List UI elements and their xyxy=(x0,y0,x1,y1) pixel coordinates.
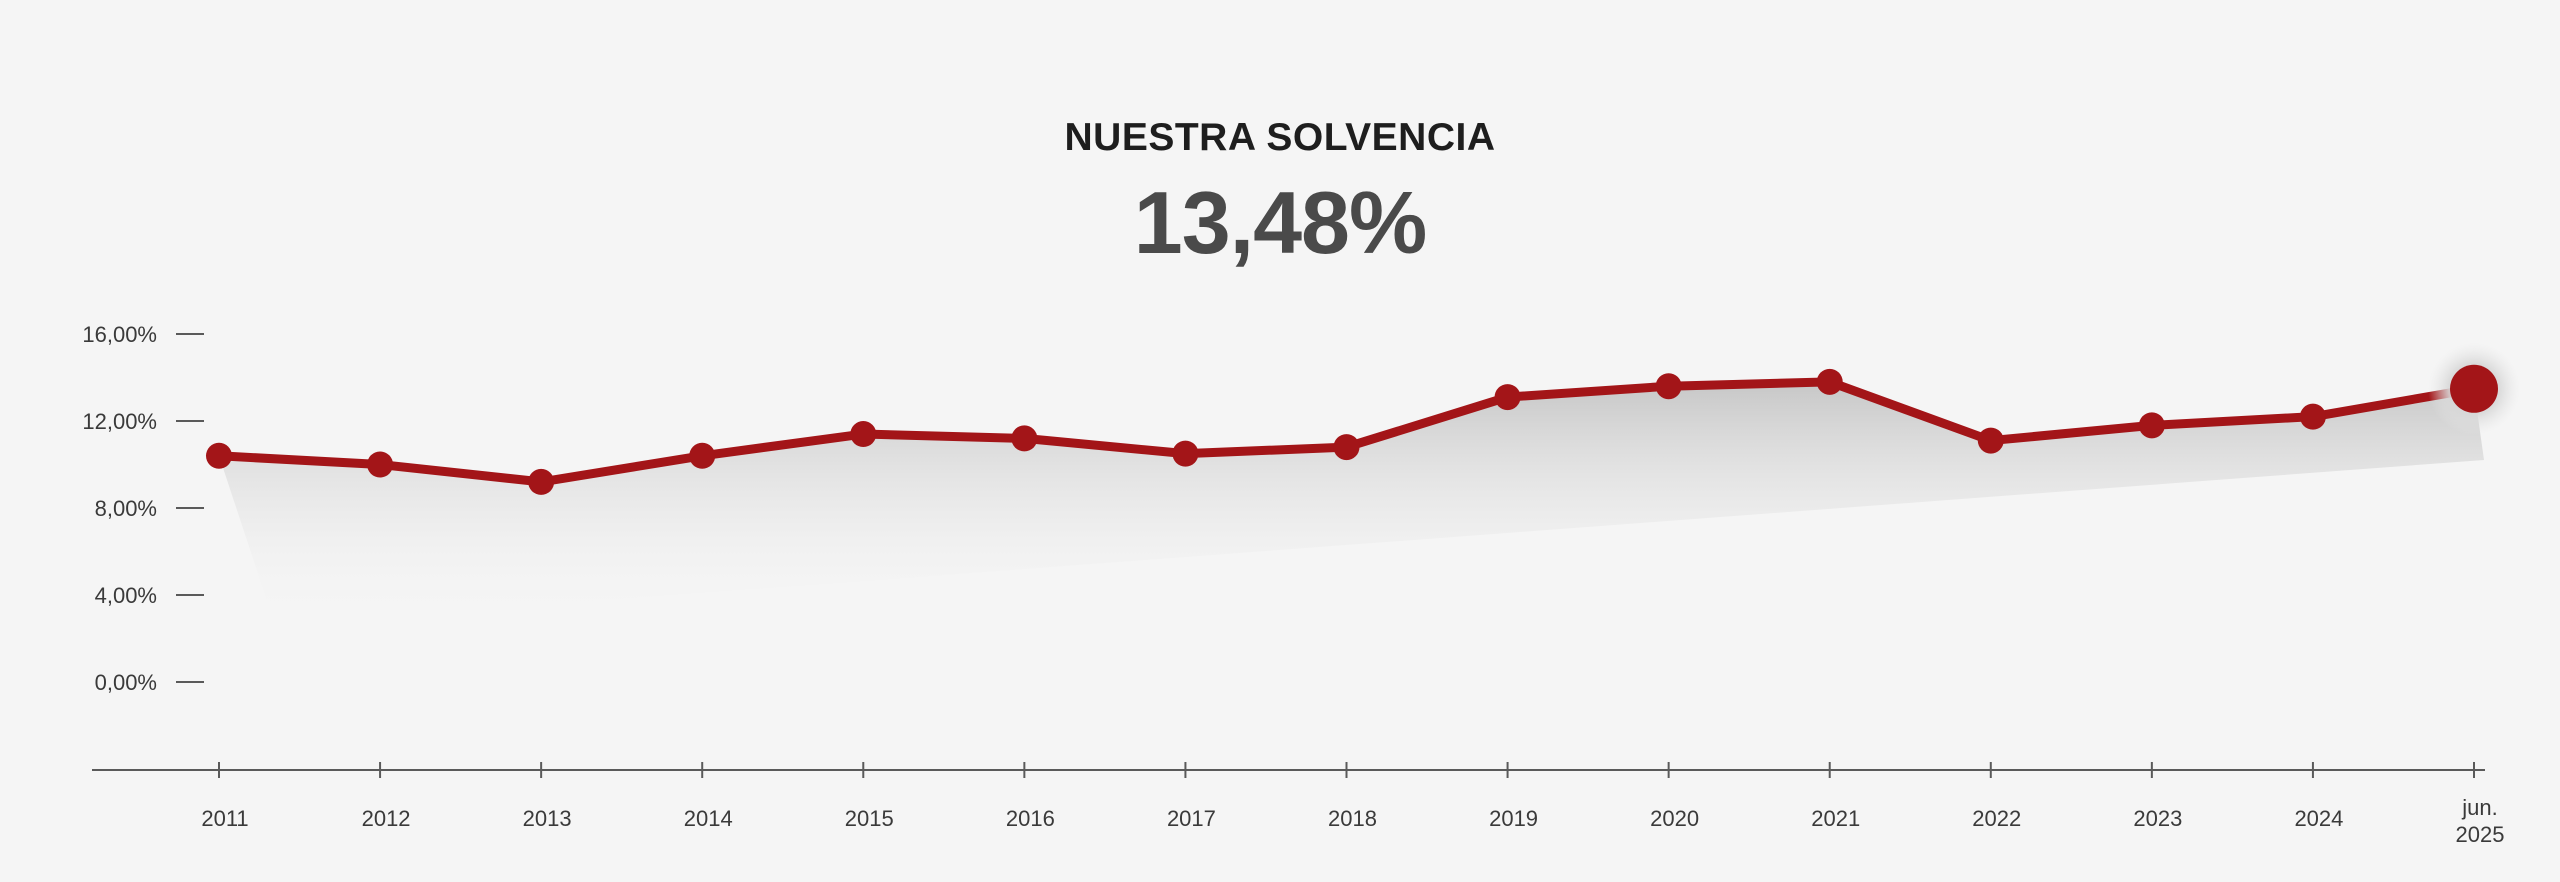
x-tick-label: 2015 xyxy=(845,806,894,831)
x-tick-label: 2012 xyxy=(362,806,411,831)
headline-value: 13,48% xyxy=(1133,173,1427,272)
x-tick-label: jun. 2025 xyxy=(2456,795,2505,847)
y-tick-label: 4,00% xyxy=(95,583,157,608)
x-tick-label: 2014 xyxy=(684,806,733,831)
x-tick-label: 2021 xyxy=(1811,806,1860,831)
x-tick-label: 2019 xyxy=(1489,806,1538,831)
data-point xyxy=(1011,425,1038,452)
x-tick-label: 2011 xyxy=(201,806,248,831)
chart-title: NUESTRA SOLVENCIA xyxy=(1064,116,1496,159)
y-axis: 0,00% 4,00% 8,00% 12,00% 16,00% xyxy=(82,322,204,695)
x-tick-label: 2020 xyxy=(1650,806,1699,831)
data-point xyxy=(1655,373,1682,400)
data-point xyxy=(1333,434,1360,461)
data-point xyxy=(1977,427,2004,454)
data-points xyxy=(206,342,2520,495)
data-point xyxy=(367,451,394,478)
area-fill xyxy=(219,381,2484,625)
y-tick-label: 12,00% xyxy=(82,409,157,434)
x-tick-label: 2018 xyxy=(1328,806,1377,831)
x-tick-label: 2024 xyxy=(2294,806,2343,831)
x-tick-label: 2023 xyxy=(2133,806,2182,831)
x-tick-label: 2016 xyxy=(1006,806,1055,831)
x-tick-label: 2017 xyxy=(1167,806,1216,831)
data-point xyxy=(1494,384,1521,411)
y-tick-label: 8,00% xyxy=(95,496,157,521)
x-tick-label: 2022 xyxy=(1972,806,2021,831)
data-point xyxy=(1816,368,1843,395)
highlight-point xyxy=(2450,364,2498,413)
y-tick-label: 0,00% xyxy=(95,670,157,695)
data-point xyxy=(206,442,232,469)
data-point xyxy=(1172,440,1199,467)
data-point xyxy=(689,442,716,469)
y-tick-label: 16,00% xyxy=(82,322,157,347)
data-point xyxy=(850,421,877,448)
x-tick-label: 2013 xyxy=(523,806,572,831)
data-point xyxy=(528,468,555,495)
data-point xyxy=(2299,403,2326,430)
data-point xyxy=(2138,412,2165,439)
x-axis: 2011 2012 2013 2014 2015 2016 2017 2018 2019 2020… xyxy=(92,762,2504,847)
